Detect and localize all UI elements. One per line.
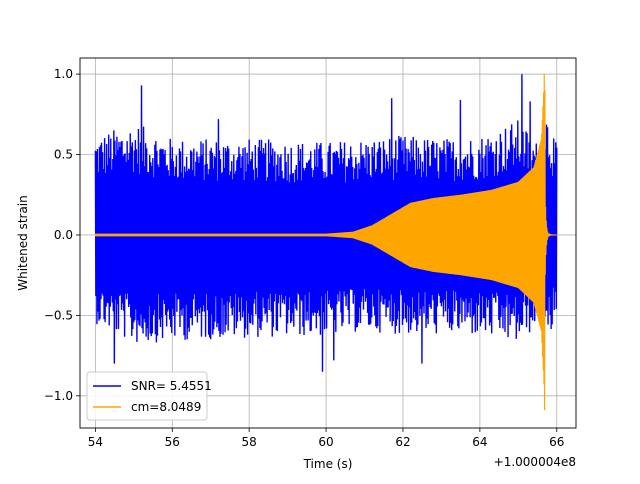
x-tick-label: 62 [395,435,410,449]
ticks: 54 56 58 60 62 64 66 −1.0 −0.5 0.0 0.5 1.0 [44,67,565,449]
x-offset-label: +1.000004e8 [494,455,576,469]
series-snr-line [94,74,558,372]
legend-label-cm: cm=8.0489 [131,400,201,414]
y-axis-label: Whitened strain [16,195,30,291]
y-tick-label: −0.5 [44,308,73,322]
legend-label-snr: SNR= 5.4551 [131,379,212,393]
x-tick-label: 56 [165,435,180,449]
x-tick-label: 64 [472,435,487,449]
series-cm-line [94,74,557,411]
y-tick-label: −1.0 [44,389,73,403]
x-tick-label: 60 [318,435,333,449]
x-axis-label: Time (s) [303,457,353,471]
y-tick-label: 0.5 [54,148,73,162]
y-tick-label: 1.0 [54,67,73,81]
legend: SNR= 5.4551 cm=8.0489 [86,371,212,421]
x-tick-label: 54 [88,435,103,449]
legend-box [86,371,208,421]
x-tick-label: 58 [242,435,257,449]
series-layer [94,74,558,411]
x-tick-label: 66 [549,435,564,449]
axes-frame [79,57,577,429]
y-tick-label: 0.0 [54,228,73,242]
